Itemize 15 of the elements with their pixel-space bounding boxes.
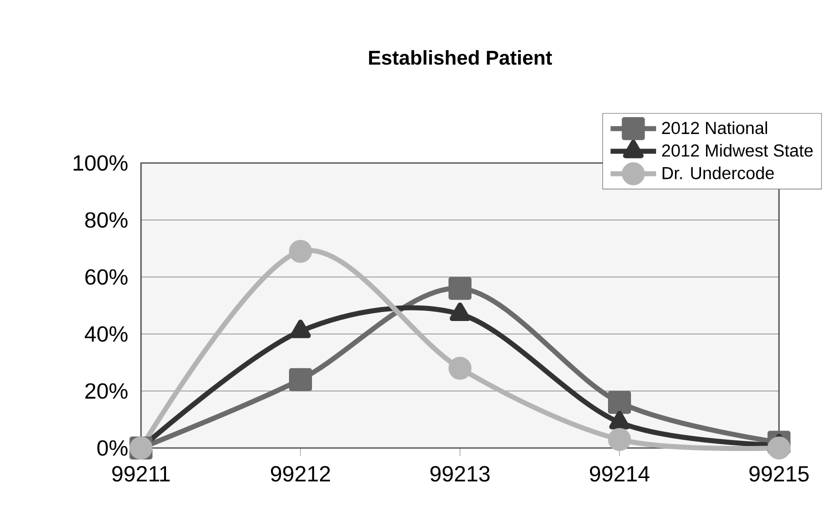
- chart-title: Established Patient: [369, 50, 552, 65]
- y-tick-label: 100%: [74, 155, 128, 171]
- x-tick-label: 99215: [749, 466, 809, 482]
- y-tick-label: 80%: [85, 212, 128, 228]
- legend-label: 2012 National: [662, 121, 768, 134]
- y-tick-label: 0%: [97, 440, 128, 456]
- legend-label: 2012 Midwest State: [662, 144, 813, 157]
- x-tick-label: 99211: [112, 466, 170, 482]
- x-tick-label: 99213: [430, 466, 490, 482]
- x-tick-label: 99214: [590, 466, 650, 482]
- y-tick-label: 20%: [85, 383, 128, 399]
- x-tick-label: 99212: [270, 466, 330, 482]
- y-tick-label: 60%: [85, 269, 128, 285]
- y-tick-label: 40%: [84, 326, 128, 342]
- legend-label: Dr. Undercode: [662, 166, 774, 180]
